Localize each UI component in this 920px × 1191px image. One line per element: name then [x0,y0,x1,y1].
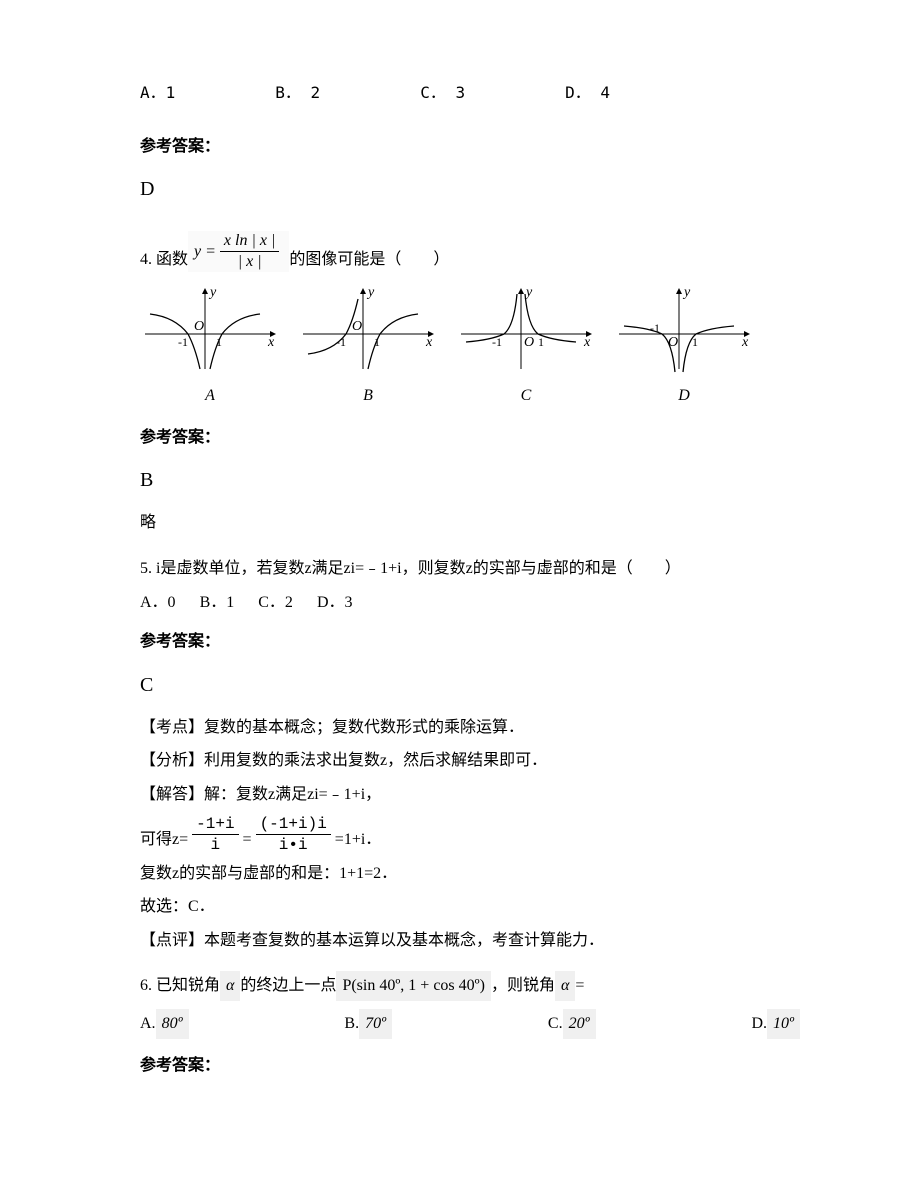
graph-d-label: D [614,387,754,405]
q6-stem: 6. 已知锐角 α 的终边上一点 P(sin 40º, 1 + cos 40º)… [140,971,810,1001]
origin-label: O [194,319,204,334]
q5-solve3: 复数z的实部与虚部的和是：1+1=2． [140,861,810,887]
q5-topic: 【考点】复数的基本概念；复数代数形式的乘除运算． [140,715,810,741]
svg-text:x: x [583,335,591,350]
svg-text:y: y [682,285,691,300]
svg-text:O: O [524,335,534,350]
graph-b-svg: y x O -1 1 [298,284,438,374]
q5-answer-label: 参考答案： [140,629,810,655]
svg-text:O: O [352,319,362,334]
q5-solve4: 故选：C． [140,894,810,920]
q5-opt-c: C．2 [258,590,293,616]
q6-alpha1: α [220,971,240,1001]
q4-note: 略 [140,510,810,536]
q3-answer-label: 参考答案： [140,134,810,160]
q5-solve2-pre: 可得z= [140,827,188,853]
q3-opt-b: B． 2 [275,80,320,106]
q3-options: A．1 B． 2 C． 3 D． 4 [140,80,810,106]
q4-graphs: y x O -1 1 A y x O -1 1 B y x [140,284,810,405]
graph-a-svg: y x O -1 1 [140,284,280,374]
q5-frac2: (-1+i)i i•i [256,816,331,853]
q4-answer: B [140,464,810,496]
q5-frac1: -1+i i [192,816,238,853]
svg-text:1: 1 [538,335,544,349]
q5-stem: 5. i是虚数单位，若复数z满足zi=﹣1+i，则复数z的实部与虚部的和是（ ） [140,556,810,582]
graph-c-label: C [456,387,596,405]
q6-opt-a: A. 80º [140,1009,189,1039]
q3-opt-d: D． 4 [565,80,610,106]
tick-neg1: -1 [178,335,188,349]
q5-options: A．0 B．1 C．2 D．3 [140,590,810,616]
q6-alpha2: α [555,971,575,1001]
q4-number: 4. 函数 [140,247,188,273]
q5-eq: = [243,827,252,853]
q6-mid2: ，则锐角 [491,973,555,999]
q6-tail: = [575,973,584,999]
q3-opt-a: A．1 [140,80,175,106]
graph-a: y x O -1 1 A [140,284,280,405]
q6-pre: 6. 已知锐角 [140,973,220,999]
q5-comment: 【点评】本题考查复数的基本运算以及基本概念，考查计算能力． [140,928,810,954]
q4-answer-label: 参考答案： [140,425,810,451]
q4-formula-lhs: y = [194,239,216,265]
q5-solve2: 可得z= -1+i i = (-1+i)i i•i =1+i． [140,816,810,853]
svg-text:y: y [366,285,375,300]
graph-c-svg: y x O -1 1 [456,284,596,374]
q3-opt-c: C． 3 [420,80,465,106]
svg-text:O: O [668,335,678,350]
q5-answer: C [140,669,810,701]
q4-stem: 4. 函数 y = x ln | x | | x | 的图像可能是（ ） [140,231,810,272]
q5-solve1: 【解答】解：复数z满足zi=﹣1+i， [140,782,810,808]
q6-opt-b: B. 70º [344,1009,392,1039]
axis-x-label: x [267,335,275,350]
q6-answer-label: 参考答案： [140,1053,810,1079]
svg-text:x: x [741,335,749,350]
q5-opt-a: A．0 [140,590,176,616]
q3-answer: D [140,173,810,205]
graph-b: y x O -1 1 B [298,284,438,405]
q4-formula-num: x ln | x | [220,233,279,252]
q4-formula-frac: x ln | x | | x | [220,233,279,270]
q5-opt-d: D．3 [317,590,353,616]
svg-text:x: x [425,335,433,350]
q6-options: A. 80º B. 70º C. 20º D. 10º [140,1009,810,1039]
graph-b-label: B [298,387,438,405]
q4-formula: y = x ln | x | | x | [188,231,289,272]
graph-d: y x O -1 1 D [614,284,754,405]
q5-solve2-post: =1+i． [335,827,382,853]
graph-d-svg: y x O -1 1 [614,284,754,374]
q6-opt-c: C. 20º [548,1009,596,1039]
q6-mid1: 的终边上一点 [240,973,336,999]
q4-tail: 的图像可能是（ ） [289,247,449,273]
graph-a-label: A [140,387,280,405]
q5-analysis: 【分析】利用复数的乘法求出复数z，然后求解结果即可． [140,748,810,774]
q6-point: P(sin 40º, 1 + cos 40º) [336,971,491,1001]
q6-opt-d: D. 10º [751,1009,800,1039]
q5-opt-b: B．1 [200,590,235,616]
graph-c: y x O -1 1 C [456,284,596,405]
q4-formula-den: | x | [238,252,262,270]
axis-y-label: y [208,285,217,300]
